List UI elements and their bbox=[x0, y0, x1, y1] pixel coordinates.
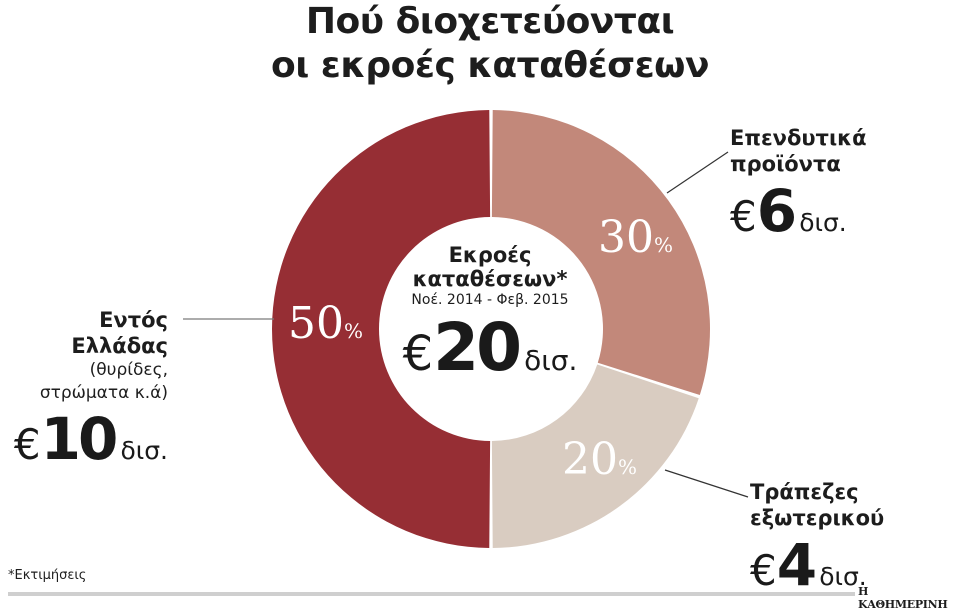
total-value: 20 bbox=[433, 309, 522, 386]
callout-domestic-note-1: (θυρίδες, bbox=[89, 360, 168, 380]
title-line-2: οι εκροές καταθέσεων bbox=[271, 45, 710, 86]
segment-investment-products bbox=[491, 110, 710, 396]
euro-sign: € bbox=[13, 420, 41, 469]
callout-domestic: Εντός Ελλάδας (θυρίδες, στρώματα κ.ά) €1… bbox=[0, 307, 168, 473]
amount-value: 6 bbox=[756, 177, 797, 245]
segment-foreign-banks bbox=[491, 364, 699, 548]
total-unit: δισ. bbox=[524, 344, 578, 377]
callout-investment-name-2: προϊόντα bbox=[730, 152, 841, 176]
amount-value: 4 bbox=[776, 531, 817, 599]
callout-foreign-name-2: εξωτερικού bbox=[750, 506, 885, 530]
callout-domestic-name-1: Εντός bbox=[99, 308, 168, 332]
callout-domestic-note-2: στρώματα κ.ά) bbox=[39, 383, 168, 403]
percent-label-domestic: 50% bbox=[288, 298, 363, 349]
amount-unit: δισ. bbox=[799, 208, 847, 237]
callout-investment: Επενδυτικά προϊόντα €6 δισ. bbox=[730, 125, 867, 245]
callout-investment-amount: €6 δισ. bbox=[730, 177, 867, 245]
segment-domestic bbox=[272, 110, 491, 548]
euro-sign: € bbox=[730, 192, 757, 241]
euro-sign: € bbox=[750, 546, 777, 595]
center-total: €20 δισ. bbox=[375, 309, 605, 386]
callout-foreign-name-1: Τράπεζες bbox=[750, 480, 859, 504]
chart-title: Πού διοχετεύονται οι εκροές καταθέσεων bbox=[0, 0, 960, 88]
callout-investment-name-1: Επενδυτικά bbox=[730, 126, 867, 150]
amount-value: 10 bbox=[40, 405, 119, 473]
callout-domestic-amount: €10 δισ. bbox=[0, 405, 168, 473]
center-period: Νοέ. 2014 - Φεβ. 2015 bbox=[411, 292, 569, 308]
title-line-1: Πού διοχετεύονται bbox=[305, 1, 675, 42]
donut-center-label: Εκροές καταθέσεων* Νοέ. 2014 - Φεβ. 2015… bbox=[375, 243, 605, 386]
center-heading-1: Εκροές bbox=[448, 243, 532, 267]
callout-domestic-name-2: Ελλάδας bbox=[71, 334, 168, 358]
percent-label-foreign: 20% bbox=[562, 434, 637, 485]
leader-line-investment bbox=[666, 151, 729, 194]
callout-foreign-banks: Τράπεζες εξωτερικού €4 δισ. bbox=[750, 479, 884, 599]
amount-unit: δισ. bbox=[819, 562, 867, 591]
footer-divider bbox=[8, 592, 855, 596]
euro-sign: € bbox=[402, 326, 434, 382]
callout-foreign-amount: €4 δισ. bbox=[750, 531, 884, 599]
publisher-logo: Η ΚΑΘΗΜΕΡΙΝΗ bbox=[858, 585, 948, 611]
footnote: *Εκτιμήσεις bbox=[8, 568, 87, 583]
center-heading-2: καταθέσεων* bbox=[412, 267, 568, 291]
percent-label-investment: 30% bbox=[598, 212, 673, 263]
amount-unit: δισ. bbox=[120, 436, 168, 465]
leader-line-foreign bbox=[664, 469, 749, 498]
